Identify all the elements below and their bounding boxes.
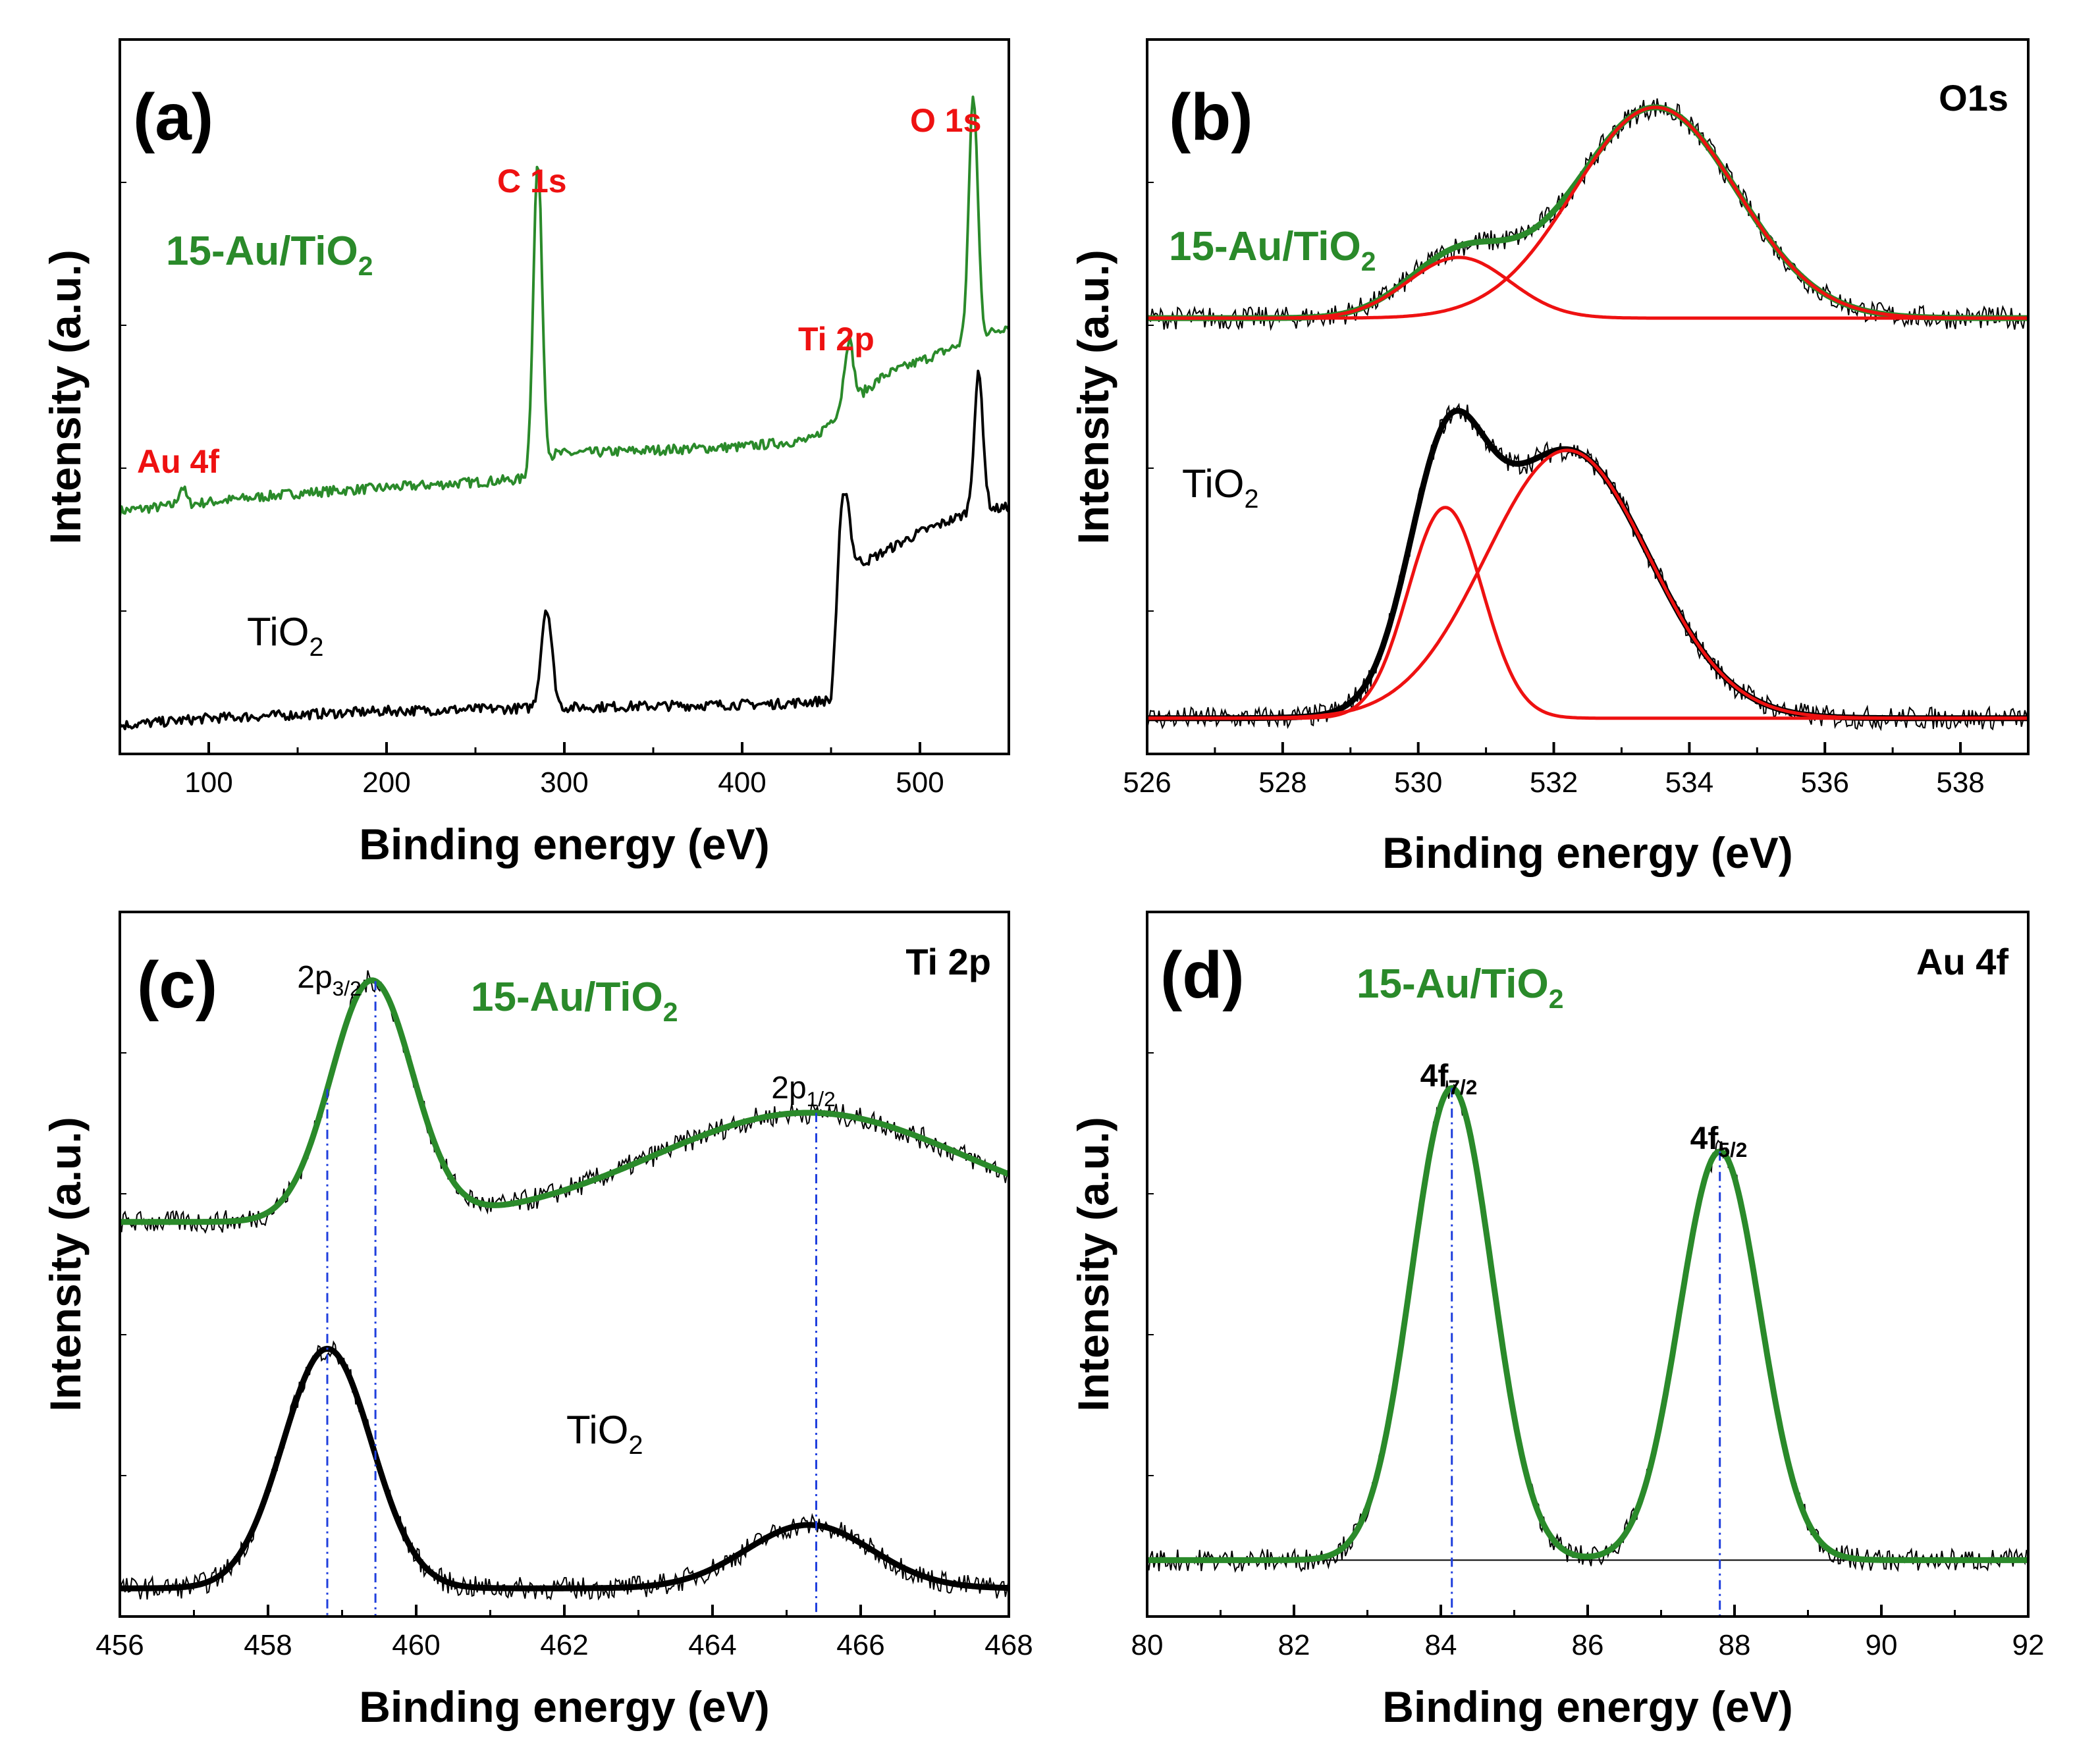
panel-a-peak-ti2p: Ti 2p (798, 321, 875, 358)
panel-c-xtick-label: 462 (540, 1629, 588, 1661)
panel-a-peak-au4f: Au 4f (137, 443, 219, 480)
panel-a-peak-c1s: C 1s (497, 163, 567, 200)
panel-b-raw-15-au-tio2 (1147, 98, 2028, 331)
panel-d-ylabel: Intensity (a.u.) (1069, 1117, 1117, 1411)
panel-a-xtick-label: 100 (184, 766, 232, 799)
panel-b-xlabel: Binding energy (eV) (1382, 828, 1792, 877)
panel-c-raw-tio2 (120, 1340, 1009, 1601)
panel-b-xtick-label: 526 (1123, 766, 1171, 799)
panel-b-xtick-label: 532 (1530, 766, 1578, 799)
panel-a-peak-o1s: O 1s (910, 102, 981, 139)
panel-c-xtick-label: 468 (984, 1629, 1033, 1661)
panel-c-ticks: 456 458 460 462 464 466 468 (95, 1052, 1033, 1661)
panel-d-xtick-label: 90 (1866, 1629, 1898, 1661)
panel-b-xtick-label: 534 (1665, 766, 1713, 799)
panel-a: 100 200 300 400 500 (a) Binding energy (eV) … (41, 38, 1010, 869)
panel-d-xtick-label: 88 (1719, 1629, 1751, 1661)
panel-b-fit-15-au-tio2-component-2 (1147, 105, 2028, 320)
panel-d-frame (1146, 911, 2030, 1618)
panel-c-xlabel: Binding energy (eV) (359, 1682, 769, 1731)
panel-b-plot-area (1147, 98, 2028, 732)
panel-c-legend-tio2: TiO2 (566, 1408, 643, 1460)
panel-c-letter: (c) (137, 948, 217, 1022)
panel-a-series-15-au-tio2 (120, 95, 1009, 517)
panel-c-xtick-label: 456 (95, 1629, 144, 1661)
panel-b-fit-tio2-component-2 (1147, 448, 2028, 720)
panel-d-legend-au-tio2: 15-Au/TiO2 (1357, 961, 1563, 1014)
panel-a-legend-tio2: TiO2 (247, 610, 323, 662)
panel-b-xtick-label: 538 (1936, 766, 1984, 799)
panel-a-series-tio2 (120, 369, 1009, 731)
panel-a-xtick-label: 200 (362, 766, 410, 799)
panel-c-xtick-label: 464 (688, 1629, 736, 1661)
panel-a-letter: (a) (133, 80, 213, 154)
panel-d: 80 82 84 86 88 90 92 (d) Au 4f Binding energy … (1069, 911, 2045, 1731)
panel-b-fit-tio2-component-1 (1147, 506, 2028, 720)
panel-d-xtick-label: 86 (1572, 1629, 1604, 1661)
panel-c-xtick-label: 466 (836, 1629, 884, 1661)
panel-c-peak-label-2p32: 2p3/2 (297, 960, 361, 1000)
panel-a-xtick-label: 500 (896, 766, 944, 799)
panel-c-ylabel: Intensity (a.u.) (41, 1117, 90, 1411)
panel-d-xtick-label: 84 (1425, 1629, 1457, 1661)
panel-d-xtick-label: 92 (2012, 1629, 2045, 1661)
panel-b: 526 528 530 532 534 536 538 (b) O1s Binding en… (1069, 38, 2030, 877)
panel-b-fit-15-au-tio2 (1147, 104, 2028, 321)
panel-b-ticks: 526 528 530 532 534 536 538 (1123, 182, 2030, 799)
panel-a-legend-au-tio2: 15-Au/TiO2 (166, 228, 373, 281)
panel-c-xtick-label: 460 (392, 1629, 440, 1661)
panel-d-plot-area (1147, 1080, 2028, 1617)
panel-c-plot-area (120, 970, 1009, 1617)
panel-c: 456 458 460 462 464 466 468 (c) Ti 2p Binding … (41, 911, 1033, 1731)
panel-b-ylabel: Intensity (a.u.) (1069, 250, 1117, 544)
panel-c-fit-tio2 (120, 1345, 1009, 1591)
panel-d-letter: (d) (1160, 938, 1245, 1012)
panel-a-plot-area (120, 95, 1009, 731)
panel-c-xtick-label: 458 (244, 1629, 292, 1661)
panel-a-xlabel: Binding energy (eV) (359, 820, 769, 869)
panel-d-xlabel: Binding energy (eV) (1382, 1682, 1792, 1731)
panel-c-peak-label-2p12: 2p1/2 (771, 1071, 835, 1111)
panel-b-corner-label: O1s (1939, 77, 2008, 119)
panel-d-raw-15-au-tio2 (1147, 1080, 2028, 1573)
panel-b-frame (1146, 38, 2030, 755)
panel-a-xtick-label: 400 (718, 766, 766, 799)
panel-d-xtick-label: 80 (1131, 1629, 1164, 1661)
panel-a-xtick-label: 300 (540, 766, 588, 799)
panel-d-peak-label-4f52: 4f5/2 (1690, 1121, 1748, 1162)
panel-d-peak-label-4f72: 4f7/2 (1420, 1059, 1478, 1099)
panel-b-raw-tio2 (1147, 402, 2028, 732)
panel-a-ylabel: Intensity (a.u.) (41, 250, 90, 544)
panel-b-letter: (b) (1169, 80, 1253, 154)
panel-b-xtick-label: 528 (1258, 766, 1306, 799)
panel-b-legend-au-tio2: 15-Au/TiO2 (1169, 224, 1376, 277)
panel-c-fit-15-au-tio2 (120, 977, 1009, 1225)
panel-b-xtick-label: 536 (1801, 766, 1849, 799)
panel-c-corner-label: Ti 2p (905, 941, 991, 982)
panel-a-ticks: 100 200 300 400 500 (119, 182, 1010, 799)
panel-d-fit-15-au-tio2 (1147, 1085, 2028, 1563)
panel-b-xtick-label: 530 (1394, 766, 1442, 799)
panel-d-corner-label: Au 4f (1916, 941, 2008, 982)
panel-d-xtick-label: 82 (1278, 1629, 1310, 1661)
panel-d-ticks: 80 82 84 86 88 90 92 (1131, 1052, 2045, 1661)
panel-b-legend-tio2: TiO2 (1182, 462, 1258, 514)
panel-c-legend-au-tio2: 15-Au/TiO2 (471, 975, 678, 1027)
